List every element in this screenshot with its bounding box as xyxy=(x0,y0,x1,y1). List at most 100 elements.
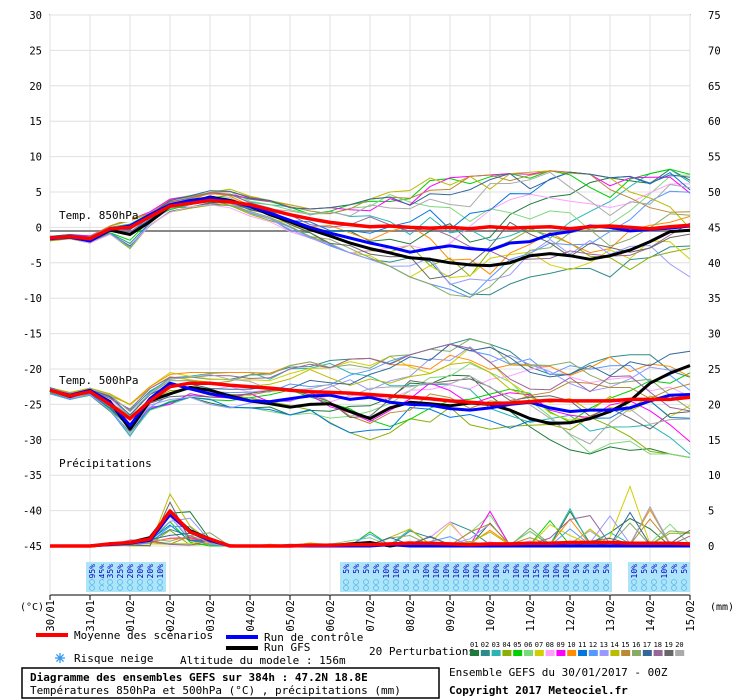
snow-risk-label: 10% xyxy=(452,564,461,579)
perturbation-swatch-02 xyxy=(480,650,490,656)
perturbation-swatch-05 xyxy=(513,650,523,656)
snow-risk-label: 5% xyxy=(680,564,689,574)
perturbation-swatch-03 xyxy=(491,650,501,656)
snow-risk-cell xyxy=(340,562,352,592)
snowflake-icon xyxy=(453,579,459,585)
snow-risk-label: 5% xyxy=(342,564,351,574)
snowflake-icon xyxy=(543,579,549,585)
right-tick-label: 65 xyxy=(708,81,721,93)
snowflake-icon xyxy=(513,579,519,585)
perturbation-swatch-15 xyxy=(621,650,631,656)
snow-risk-cell xyxy=(440,562,452,592)
right-tick-label: 60 xyxy=(708,116,721,128)
snowflake-icon xyxy=(127,585,133,591)
snow-risk-cell xyxy=(400,562,412,592)
perturbation-swatch-09 xyxy=(556,650,566,656)
perturbation-line-13 xyxy=(49,346,691,433)
perturbation-line-03 xyxy=(49,362,691,455)
snowflake-icon xyxy=(383,579,389,585)
title-box xyxy=(21,667,440,699)
snowflake-icon xyxy=(453,585,459,591)
snow-risk-label: 5% xyxy=(502,564,511,574)
perturbation-line-09 xyxy=(49,382,691,443)
snowflake-icon xyxy=(503,585,509,591)
x-tick-label: 03/02 xyxy=(205,600,217,632)
label-bg-850 xyxy=(56,208,132,222)
snow-risk-cell xyxy=(590,562,602,592)
snowflake-icon xyxy=(107,579,113,585)
snow-risk-cell xyxy=(510,562,522,592)
snow-risk-cell xyxy=(580,562,592,592)
snow-risk-cell xyxy=(550,562,562,592)
perturbation-swatch-14 xyxy=(610,650,620,656)
perturbation-id-20: 20 xyxy=(675,641,683,649)
snow-risk-cell xyxy=(380,562,392,592)
snowflake-icon xyxy=(533,579,539,585)
left-tick-label: -45 xyxy=(23,541,42,553)
mean-line-precip xyxy=(50,509,691,548)
x-tick-label: 01/02 xyxy=(125,600,137,632)
snowflake-icon xyxy=(641,585,647,591)
snow-risk-label: 10% xyxy=(462,564,471,579)
x-tick-label: 07/02 xyxy=(365,600,377,632)
snowflake-icon xyxy=(483,585,489,591)
perturbation-swatch-19 xyxy=(664,650,674,656)
perturbation-swatch-08 xyxy=(545,650,555,656)
perturbation-id-12: 12 xyxy=(589,641,597,649)
snow-risk-label: 5% xyxy=(362,564,371,574)
x-tick-label: 08/02 xyxy=(405,600,417,632)
legend-snow-label: Risque neige xyxy=(74,652,153,665)
left-tick-label: -15 xyxy=(23,329,42,341)
right-tick-label: 20 xyxy=(708,399,721,411)
perturbation-line-12 xyxy=(50,505,691,547)
main-series xyxy=(49,195,691,548)
snowflake-icon xyxy=(483,579,489,585)
snowflake-icon xyxy=(147,585,153,591)
snow-risk-cell xyxy=(86,562,98,592)
snow-risk-label: 10% xyxy=(660,564,669,579)
snowflake-icon xyxy=(553,585,559,591)
right-tick-label: 70 xyxy=(708,45,721,57)
snow-risk-label: 5% xyxy=(602,564,611,574)
perturbation-id-07: 07 xyxy=(535,641,543,649)
snowflake-icon xyxy=(523,585,529,591)
snow-risk-label: 20% xyxy=(136,564,145,579)
perturbation-line-16 xyxy=(49,338,691,417)
right-tick-label: 50 xyxy=(708,187,721,199)
snowflake-icon xyxy=(553,579,559,585)
snowflake-icon xyxy=(603,585,609,591)
snowflake-icon xyxy=(443,579,449,585)
snow-risk-label: 5% xyxy=(402,564,411,574)
left-tick-label: -10 xyxy=(23,293,42,305)
right-tick-label: 10 xyxy=(708,470,721,482)
snow-risk-cell xyxy=(658,562,670,592)
snowflake-icon xyxy=(413,579,419,585)
perturbation-swatch-07 xyxy=(534,650,544,656)
perturbation-id-06: 06 xyxy=(524,641,532,649)
right-tick-label: 45 xyxy=(708,222,721,234)
altitude-label: Altitude du modele : 156m xyxy=(180,654,346,667)
perturbation-swatch-10 xyxy=(567,650,577,656)
snowflake-icon xyxy=(433,579,439,585)
perturbation-line-20 xyxy=(49,373,691,445)
right-tick-label: 35 xyxy=(708,293,721,305)
perturbation-id-11: 11 xyxy=(578,641,586,649)
snow-risk-label: 5% xyxy=(650,564,659,574)
snow-risk-label: 20% xyxy=(126,564,135,579)
snowflake-icon xyxy=(681,585,687,591)
snow-risk-label: 10% xyxy=(630,564,639,579)
snow-risk-label: 5% xyxy=(572,564,581,574)
perturbation-swatch-12 xyxy=(588,650,598,656)
perturbation-id-17: 17 xyxy=(643,641,651,649)
perturbation-line-06 xyxy=(49,363,691,458)
perturbation-swatch-20 xyxy=(675,650,685,656)
snow-risk-label: 10% xyxy=(512,564,521,579)
snowflake-icon xyxy=(343,585,349,591)
perturbation-line-08 xyxy=(49,183,691,254)
x-axis-labels: 30/01 31/01 01/02 02/02 03/02 04/02 05/02 06/02… xyxy=(45,600,697,632)
snow-risk-cell xyxy=(500,562,512,592)
perturbation-id-14: 14 xyxy=(610,641,618,649)
right-tick-label: 25 xyxy=(708,364,721,376)
snow-risk-cell xyxy=(490,562,502,592)
